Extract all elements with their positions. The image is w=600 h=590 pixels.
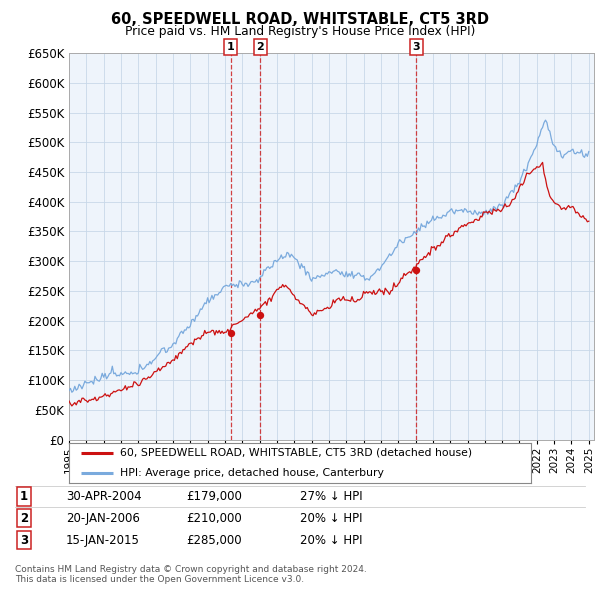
- Point: [226, 329, 235, 338]
- Text: 60, SPEEDWELL ROAD, WHITSTABLE, CT5 3RD (detached house): 60, SPEEDWELL ROAD, WHITSTABLE, CT5 3RD …: [120, 448, 472, 457]
- Point: [412, 266, 421, 275]
- Text: HPI: Average price, detached house, Canterbury: HPI: Average price, detached house, Cant…: [120, 468, 383, 477]
- Text: £285,000: £285,000: [186, 533, 242, 547]
- Text: 20% ↓ HPI: 20% ↓ HPI: [300, 512, 362, 525]
- Text: 20-JAN-2006: 20-JAN-2006: [66, 512, 140, 525]
- Text: Price paid vs. HM Land Registry's House Price Index (HPI): Price paid vs. HM Land Registry's House …: [125, 25, 475, 38]
- Text: Contains HM Land Registry data © Crown copyright and database right 2024.
This d: Contains HM Land Registry data © Crown c…: [15, 565, 367, 584]
- Text: 60, SPEEDWELL ROAD, WHITSTABLE, CT5 3RD: 60, SPEEDWELL ROAD, WHITSTABLE, CT5 3RD: [111, 12, 489, 27]
- Text: 1: 1: [20, 490, 28, 503]
- Text: £179,000: £179,000: [186, 490, 242, 503]
- Text: 1: 1: [227, 42, 235, 52]
- Text: 2: 2: [20, 512, 28, 525]
- Point: [256, 310, 265, 319]
- Text: 3: 3: [20, 533, 28, 547]
- Text: 2: 2: [257, 42, 265, 52]
- Text: 27% ↓ HPI: 27% ↓ HPI: [300, 490, 362, 503]
- Text: 30-APR-2004: 30-APR-2004: [66, 490, 142, 503]
- Text: 3: 3: [412, 42, 420, 52]
- Text: 20% ↓ HPI: 20% ↓ HPI: [300, 533, 362, 547]
- Text: 15-JAN-2015: 15-JAN-2015: [66, 533, 140, 547]
- Text: £210,000: £210,000: [186, 512, 242, 525]
